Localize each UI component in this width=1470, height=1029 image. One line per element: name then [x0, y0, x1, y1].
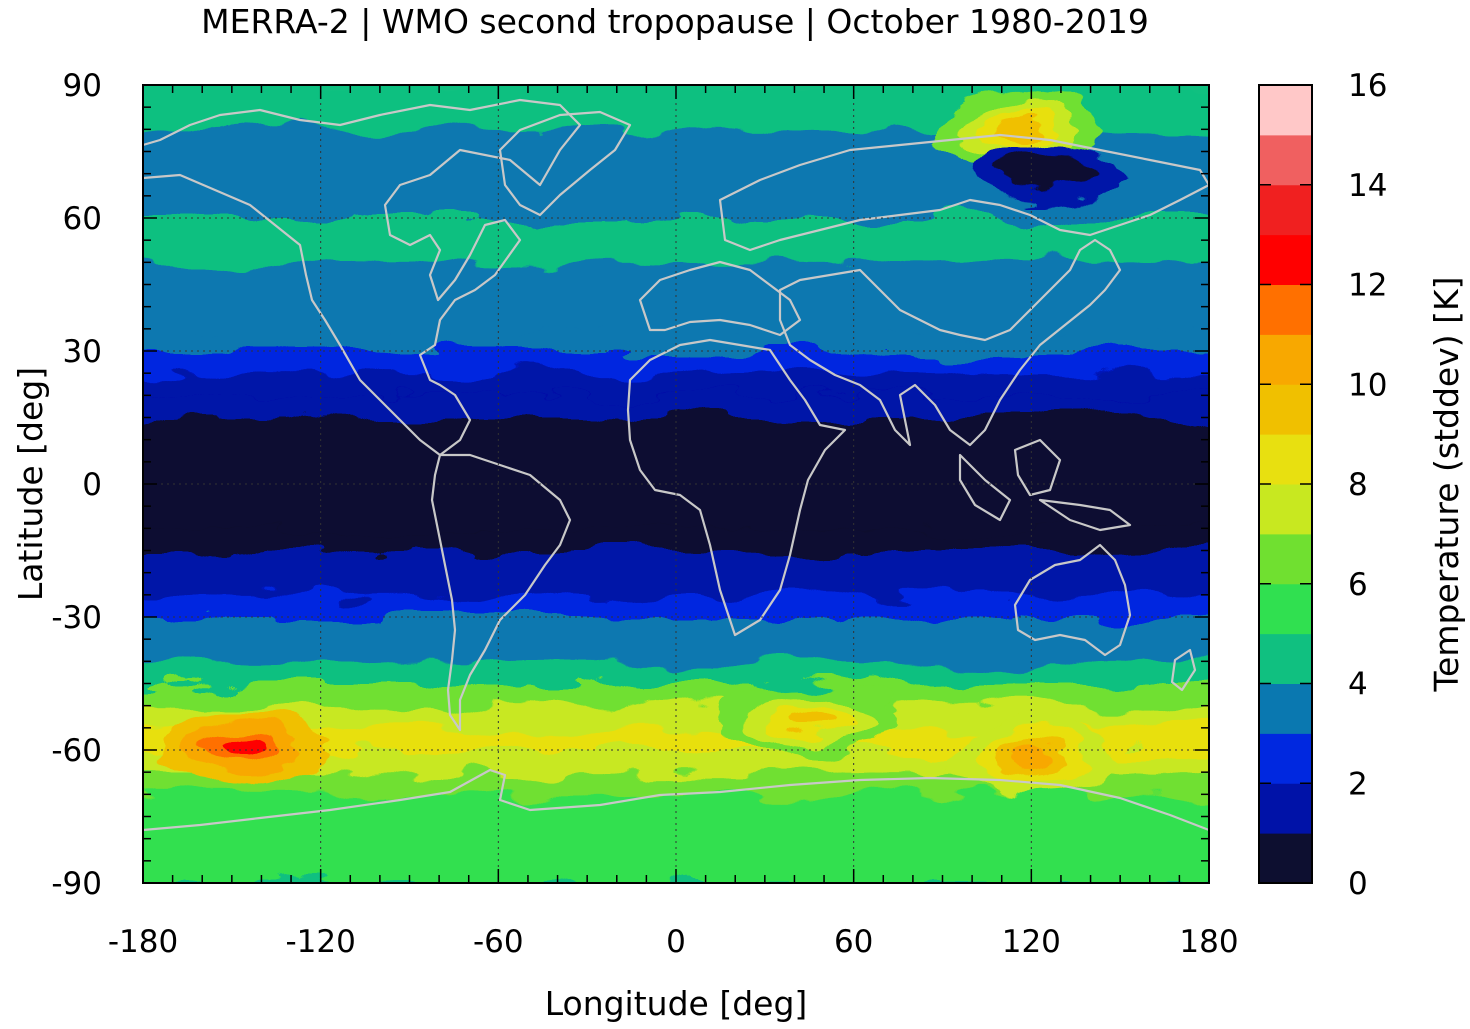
colorbar-swatch — [1259, 533, 1312, 585]
colorbar-frame — [1258, 84, 1313, 884]
coastline-greenland — [498, 110, 632, 217]
colorbar-ticks — [1259, 84, 1312, 884]
plot-frame — [142, 84, 1210, 884]
colorbar-swatch — [1259, 234, 1312, 285]
colorbar-tick-label: 6 — [1348, 567, 1368, 603]
coastline-north-america — [143, 98, 582, 457]
x-axis-label: Longitude [deg] — [545, 984, 808, 1023]
colorbar-label: Temperature (stddev) [K] — [1427, 276, 1466, 692]
colorbar-tick-label: 12 — [1348, 268, 1387, 304]
colorbar-tick-label: 2 — [1348, 766, 1368, 802]
colorbar-swatch — [1259, 184, 1312, 236]
y-tick-label: 30 — [63, 334, 102, 370]
coastlines — [143, 98, 1209, 832]
colorbar-swatch — [1259, 583, 1312, 635]
colorbar-tick-labels: 0 2 4 6 8 10 12 14 16 — [1348, 68, 1387, 902]
colorbar-swatch — [1259, 833, 1312, 884]
coastline-australia — [1013, 543, 1132, 657]
colorbar-swatch — [1259, 384, 1312, 435]
colorbar-swatch — [1259, 633, 1312, 684]
coastline-south-america — [430, 453, 572, 732]
coastline-africa-europe — [626, 260, 847, 637]
heatmap-hotspot — [724, 680, 895, 757]
y-axis-label: Latitude [deg] — [11, 367, 50, 601]
colorbar-swatch — [1259, 733, 1312, 784]
colorbar-swatch — [1259, 284, 1312, 335]
colorbar-swatch — [1259, 85, 1312, 136]
map-plot-area — [142, 84, 1210, 884]
coastline-antarctica — [143, 768, 1209, 832]
colorbar-swatch — [1259, 484, 1312, 535]
y-tick-label: -60 — [51, 733, 102, 769]
colorbar-tick-label: 10 — [1348, 367, 1387, 403]
gridlines — [143, 85, 1209, 883]
y-axis-tick-labels: -90 -60 -30 0 30 60 90 — [51, 68, 102, 902]
colorbar-swatch — [1259, 334, 1312, 385]
colorbar-tick-label: 14 — [1348, 168, 1387, 204]
coastline-maritime-continent — [958, 438, 1132, 532]
heatmap-band — [143, 793, 1209, 840]
y-tick-label: -90 — [51, 866, 102, 902]
x-tick-label: 0 — [666, 924, 686, 960]
y-tick-label: 0 — [82, 467, 102, 503]
x-tick-label: -180 — [108, 924, 178, 960]
x-tick-label: 60 — [834, 924, 873, 960]
colorbar-swatch — [1259, 783, 1312, 834]
colorbar-tick-label: 4 — [1348, 667, 1368, 703]
coastline-new-zealand — [1170, 648, 1197, 692]
colorbar-tick-label: 16 — [1348, 68, 1387, 104]
coastline-asia — [718, 133, 1209, 447]
heatmap-hotspot — [976, 143, 1117, 204]
x-tick-label: 120 — [1002, 924, 1061, 960]
y-tick-label: 60 — [63, 201, 102, 237]
colorbar-tick-label: 0 — [1348, 866, 1368, 902]
colorbar-swatch — [1259, 134, 1312, 186]
chart-title: MERRA-2 | WMO second tropopause | Octobe… — [201, 2, 1149, 41]
x-tick-label: -60 — [473, 924, 524, 960]
minor-ticks — [142, 84, 1210, 884]
y-tick-label: 90 — [63, 68, 102, 104]
x-axis-tick-labels: -180 -120 -60 0 60 120 180 — [108, 924, 1239, 960]
x-tick-label: -120 — [285, 924, 355, 960]
colorbar: 0 2 4 6 8 10 12 14 16 Temperature (stddev) [K] — [1258, 68, 1466, 902]
colorbar-tick-label: 8 — [1348, 467, 1368, 503]
colorbar-swatch — [1259, 434, 1312, 485]
x-tick-label: 180 — [1179, 924, 1238, 960]
colorbar-swatch — [1259, 683, 1312, 734]
colorbar-swatches — [1259, 85, 1312, 884]
y-tick-label: -30 — [51, 600, 102, 636]
